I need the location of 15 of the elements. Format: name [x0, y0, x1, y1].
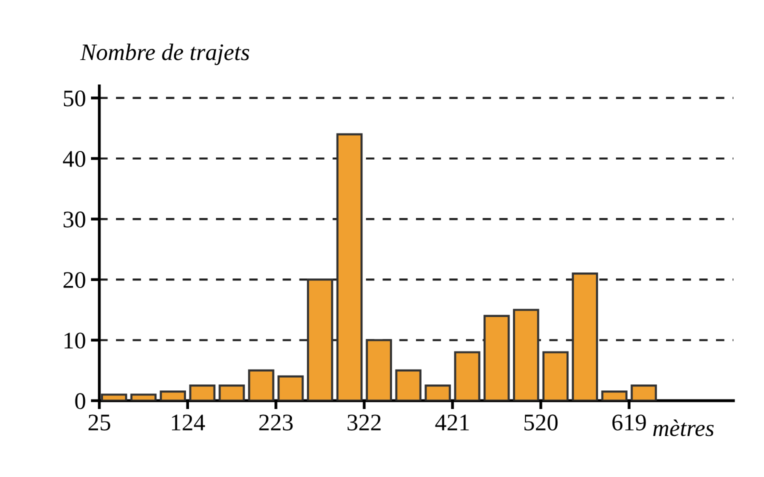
x-tick-label: 322: [348, 414, 381, 430]
y-tick-label: 30: [64, 212, 86, 228]
x-tick-label: 223: [259, 414, 293, 430]
y-tick-label: 50: [64, 90, 86, 106]
x-axis-title: mètres: [653, 420, 714, 436]
x-tick-label: 619: [612, 414, 646, 430]
y-tick-label: 20: [64, 272, 86, 288]
y-tick-label: 0: [75, 393, 86, 410]
y-axis-title: Nombre de trajets: [80, 44, 250, 66]
x-tick-label: 124: [172, 414, 205, 430]
x-tick-label: 25: [88, 414, 110, 430]
x-tick-label: 520: [524, 414, 558, 430]
y-tick-label: 10: [64, 332, 86, 349]
x-tick-label: 421: [435, 414, 469, 430]
y-tick-label: 40: [62, 151, 86, 167]
